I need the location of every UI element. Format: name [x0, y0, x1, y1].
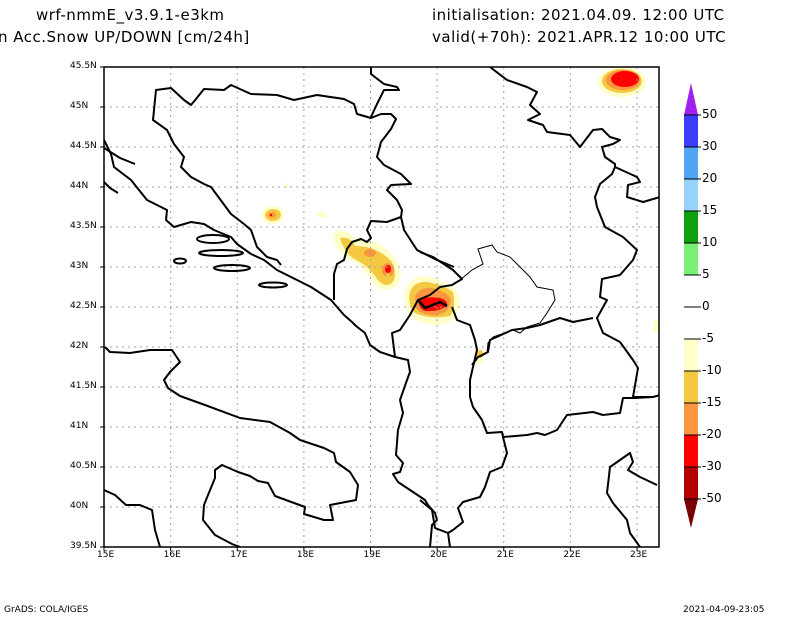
colorbar-under-triangle	[684, 499, 698, 528]
lat-label: 45N	[70, 101, 89, 111]
lat-label: 41N	[70, 421, 89, 431]
colorbar-over-triangle	[684, 83, 698, 115]
lat-label: 42.5N	[70, 301, 97, 311]
colorbar	[684, 83, 701, 528]
footer-credit: GrADS: COLA/IGES	[4, 605, 89, 615]
colorbar-segment	[684, 403, 698, 435]
colorbar-label: 20	[702, 171, 718, 185]
colorbar-label: 0	[702, 299, 710, 313]
lat-label: 43.5N	[70, 221, 97, 231]
snow-field	[262, 67, 659, 364]
lon-label: 22E	[563, 550, 581, 560]
colorbar-label: 50	[702, 107, 718, 121]
colorbar-label: 15	[702, 203, 718, 217]
colorbar-segment	[684, 147, 698, 179]
colorbar-segment	[684, 371, 698, 403]
kosovo-border	[459, 244, 556, 358]
lon-label: 23E	[630, 550, 648, 560]
model-title: wrf-nmmE_v3.9.1-e3km	[36, 6, 225, 24]
colorbar-label: -20	[702, 427, 722, 441]
colorbar-label: 5	[702, 267, 710, 281]
valid-time: valid(+70h): 2021.APR.12 10:00 UTC	[432, 28, 727, 46]
colorbar-segment	[684, 467, 698, 499]
lat-label: 40N	[70, 501, 89, 511]
lon-label: 18E	[296, 550, 315, 560]
colorbar-segment	[684, 179, 698, 211]
lat-label: 44N	[70, 181, 89, 191]
colorbar-label: -10	[702, 363, 722, 377]
colorbar-label: -30	[702, 459, 722, 473]
lon-label: 17E	[230, 550, 248, 560]
lon-label: 15E	[97, 550, 115, 560]
lat-label: 42N	[70, 341, 89, 351]
footer-timestamp: 2021-04-09-23:05	[683, 605, 765, 615]
coastlines-and-borders	[104, 67, 659, 547]
initialisation-time: initialisation: 2021.04.09. 12:00 UTC	[432, 6, 725, 24]
colorbar-label: -5	[702, 331, 714, 345]
lat-label: 43N	[70, 261, 89, 271]
colorbar-label: -50	[702, 491, 722, 505]
colorbar-label: 10	[702, 235, 718, 249]
colorbar-label: -15	[702, 395, 722, 409]
lon-label: 20E	[430, 550, 448, 560]
lat-label: 41.5N	[70, 381, 97, 391]
lon-label: 16E	[163, 550, 181, 560]
lat-label: 39.5N	[70, 541, 97, 551]
colorbar-segment	[684, 211, 698, 243]
colorbar-segment	[684, 275, 698, 307]
colorbar-segment	[684, 115, 698, 147]
colorbar-segment	[684, 435, 698, 467]
grid-lines	[104, 67, 659, 547]
axis-ticks	[100, 66, 638, 551]
lon-label: 21E	[496, 550, 514, 560]
colorbar-label: 30	[702, 139, 718, 153]
colorbar-segment	[684, 307, 698, 339]
lon-label: 19E	[363, 550, 381, 560]
colorbar-segment	[684, 243, 698, 275]
lat-label: 45.5N	[70, 61, 97, 71]
lat-label: 44.5N	[70, 141, 97, 151]
colorbar-segment	[684, 339, 698, 371]
lat-label: 40.5N	[70, 461, 97, 471]
snow-contour	[417, 299, 448, 310]
field-title: n Acc.Snow UP/DOWN [cm/24h]	[0, 28, 250, 46]
